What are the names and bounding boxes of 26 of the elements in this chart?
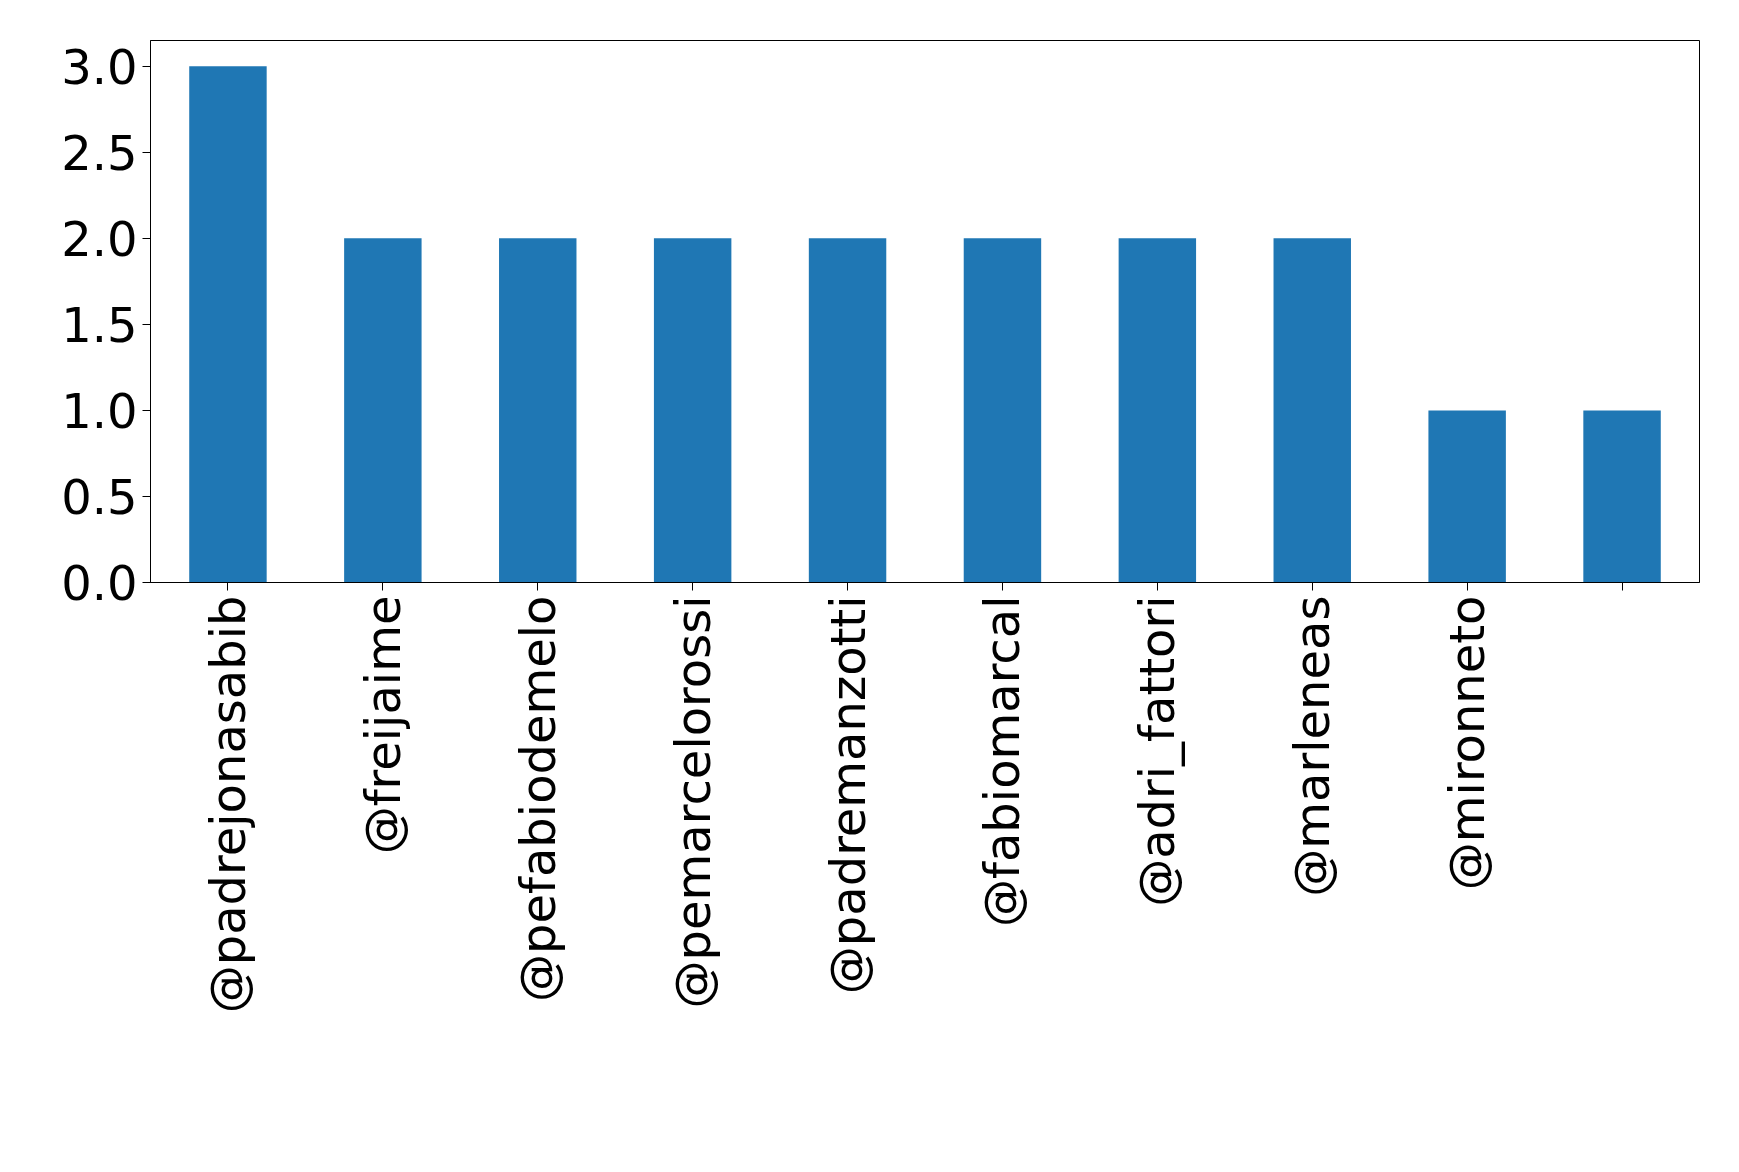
y-tick-label: 0.0 (61, 555, 138, 611)
x-tick-label: @padremanzotti (819, 595, 876, 995)
bar (808, 238, 887, 583)
x-tick-label: @padrejonasabib (199, 595, 256, 1014)
bar (1428, 410, 1506, 583)
x-tick-label: @marleneas (1284, 595, 1341, 897)
y-tick-label: 0.5 (61, 468, 138, 525)
x-tick-label: @pefabiodemelo (509, 595, 566, 1002)
y-tick-label: 2.0 (61, 210, 138, 267)
x-tick-label: @adri_fattori (1129, 595, 1186, 907)
bar (1118, 238, 1197, 583)
bar (1273, 238, 1351, 583)
x-tick-label: @pemarcelorossi (664, 595, 721, 1009)
bar (499, 238, 577, 583)
bar (963, 238, 1042, 583)
bar (189, 66, 267, 583)
y-tick-label: 3.0 (61, 38, 138, 95)
y-tick-label: 2.5 (61, 124, 138, 181)
x-tick-label: @freijaime (354, 595, 411, 855)
bar (1583, 410, 1661, 583)
x-tick-label: @mironneto (1439, 595, 1496, 891)
y-tick-label: 1.0 (61, 382, 138, 439)
bar (344, 238, 422, 583)
x-tick-label: @fabiomarcal (974, 595, 1031, 927)
y-tick-label: 1.5 (61, 296, 138, 353)
bar (653, 238, 732, 583)
